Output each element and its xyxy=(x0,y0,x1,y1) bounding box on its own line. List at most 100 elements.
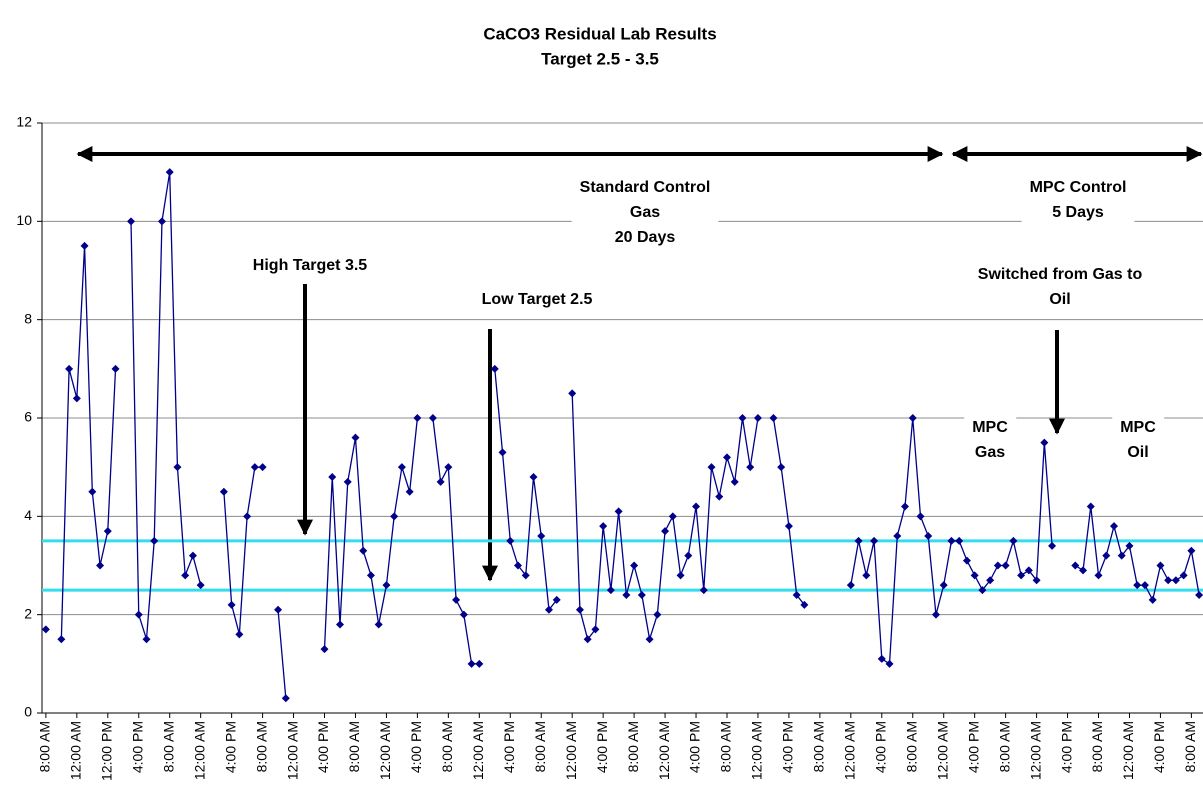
annotation: Standard Control Gas 20 Days xyxy=(571,175,719,251)
data-point xyxy=(498,448,507,457)
x-tick-label: 8:00 AM xyxy=(346,721,362,772)
data-point xyxy=(1125,541,1134,550)
data-point xyxy=(127,217,136,226)
data-point xyxy=(1048,541,1057,550)
x-tick-label: 8:00 AM xyxy=(532,721,548,772)
data-point xyxy=(870,536,879,545)
x-tick-label: 4:00 PM xyxy=(1058,721,1074,773)
x-tick-label: 8:00 AM xyxy=(1182,721,1198,772)
chart-subtitle: Target 2.5 - 3.5 xyxy=(541,49,659,68)
y-tick-label: 4 xyxy=(24,507,32,523)
data-point xyxy=(1156,561,1165,570)
annotation-background xyxy=(1112,415,1165,466)
data-point xyxy=(467,659,476,668)
annotation-text: Oil xyxy=(1127,444,1148,461)
data-point xyxy=(661,527,670,536)
annotation-text: MPC xyxy=(972,419,1008,436)
x-tick-label: 4:00 PM xyxy=(501,721,517,773)
data-point xyxy=(622,591,631,599)
data-point xyxy=(165,168,174,177)
annotation-text: 20 Days xyxy=(615,229,676,246)
data-point xyxy=(947,536,956,545)
data-point xyxy=(877,654,886,663)
data-point xyxy=(792,591,801,599)
data-point xyxy=(699,586,708,595)
x-tick-label: 4:00 PM xyxy=(594,721,610,773)
data-point xyxy=(413,414,422,422)
data-point xyxy=(676,571,685,580)
data-point xyxy=(568,389,577,398)
x-tick-label: 12:00 AM xyxy=(470,721,486,780)
data-point xyxy=(250,463,259,472)
data-point xyxy=(1017,571,1026,580)
data-point xyxy=(80,241,89,250)
data-point xyxy=(1032,576,1041,585)
data-point xyxy=(645,635,654,644)
x-tick-label: 12:00 PM xyxy=(98,721,114,781)
data-point xyxy=(366,571,375,580)
data-point xyxy=(1195,591,1203,599)
data-point xyxy=(885,659,894,668)
data-point xyxy=(281,694,290,703)
x-tick-label: 12:00 AM xyxy=(1027,721,1043,780)
data-point xyxy=(1009,536,1018,545)
y-tick-label: 8 xyxy=(24,310,32,326)
data-point xyxy=(181,571,190,580)
data-point xyxy=(684,551,693,560)
data-point xyxy=(227,600,236,609)
annotation: High Target 3.5 xyxy=(244,253,376,279)
data-point xyxy=(1179,571,1188,580)
data-point xyxy=(490,364,499,373)
annotation-text: Oil xyxy=(1049,291,1070,308)
data-point xyxy=(142,635,151,644)
annotation: Switched from Gas to Oil xyxy=(969,262,1151,313)
data-point xyxy=(1001,561,1010,570)
annotation-background xyxy=(244,253,376,279)
annotations: Standard Control Gas 20 Days MPC Control 5 D… xyxy=(244,175,1165,466)
data-point xyxy=(544,605,553,614)
x-tick-label: 12:00 AM xyxy=(68,721,84,780)
annotation: MPC Oil xyxy=(1112,415,1165,466)
x-tick-label: 4:00 PM xyxy=(408,721,424,773)
annotation-text: Standard Control xyxy=(580,179,711,196)
annotation-text: MPC Control xyxy=(1030,179,1127,196)
annotation-text: Gas xyxy=(630,204,660,221)
annotation-text: High Target 3.5 xyxy=(253,257,367,274)
y-tick-label: 2 xyxy=(24,605,32,621)
data-point xyxy=(343,477,352,486)
data-point xyxy=(57,635,66,644)
data-point xyxy=(1187,546,1196,555)
data-point xyxy=(862,571,871,580)
data-point xyxy=(630,561,639,570)
data-point xyxy=(258,463,267,472)
data-point xyxy=(583,635,592,644)
data-point xyxy=(901,502,910,511)
data-point xyxy=(1117,551,1126,560)
data-point xyxy=(65,364,74,373)
x-tick-label: 8:00 AM xyxy=(811,721,827,772)
annotation-text: MPC xyxy=(1120,419,1156,436)
data-point xyxy=(962,556,971,565)
x-tick-label: 8:00 AM xyxy=(996,721,1012,772)
data-point xyxy=(134,610,143,619)
data-line xyxy=(60,172,1200,699)
data-point xyxy=(514,561,523,570)
data-point xyxy=(599,522,608,531)
annotation-background xyxy=(969,262,1151,313)
data-point xyxy=(993,561,1002,570)
data-point xyxy=(41,625,50,634)
data-point xyxy=(939,581,948,590)
data-point xyxy=(769,414,778,422)
annotation-background xyxy=(1021,175,1135,226)
annotation-text: Low Target 2.5 xyxy=(482,291,593,308)
data-point xyxy=(1148,595,1157,604)
data-point xyxy=(1164,576,1173,585)
data-point xyxy=(893,532,902,540)
x-tick-label: 12:00 AM xyxy=(377,721,393,780)
data-point xyxy=(784,522,793,531)
data-point xyxy=(157,217,166,226)
x-tick-label: 8:00 AM xyxy=(160,721,176,772)
y-tick-label: 0 xyxy=(24,704,32,720)
x-tick-label: 8:00 AM xyxy=(718,721,734,772)
